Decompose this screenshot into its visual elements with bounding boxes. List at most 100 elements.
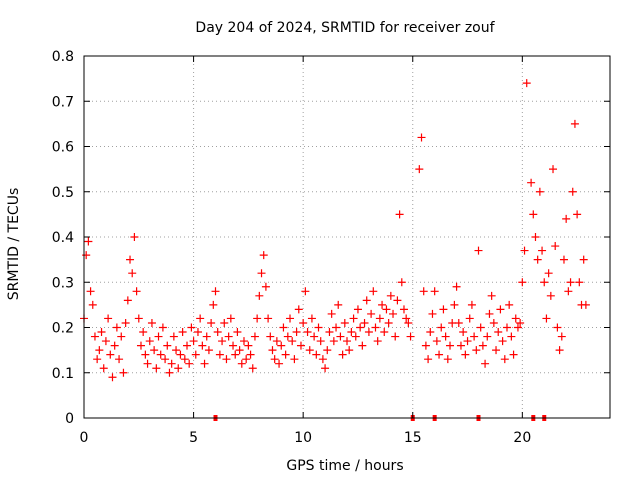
data-point	[237, 359, 246, 368]
y-tick-label: 0.8	[52, 49, 74, 65]
data-point	[391, 332, 400, 341]
grid-lines	[84, 56, 610, 418]
data-point	[511, 314, 520, 323]
data-point	[362, 296, 371, 305]
data-point	[158, 323, 167, 332]
data-point	[509, 350, 518, 359]
x-axis-label: GPS time / hours	[286, 458, 403, 474]
data-point	[275, 359, 284, 368]
data-point	[84, 237, 93, 246]
data-point	[559, 255, 568, 264]
data-point	[110, 341, 119, 350]
data-point	[95, 346, 104, 355]
data-point	[90, 332, 99, 341]
data-point	[546, 291, 555, 300]
y-tick-label: 0.4	[52, 230, 74, 246]
data-point	[185, 359, 194, 368]
data-point	[108, 373, 117, 382]
data-point	[393, 296, 402, 305]
data-point	[492, 346, 501, 355]
data-point	[384, 318, 393, 327]
data-point	[367, 309, 376, 318]
data-point	[220, 318, 229, 327]
data-point	[288, 337, 297, 346]
data-point	[121, 318, 130, 327]
data-point	[358, 341, 367, 350]
data-point	[183, 341, 192, 350]
data-point	[152, 364, 161, 373]
data-point	[97, 328, 106, 337]
data-point	[117, 332, 126, 341]
data-point	[259, 251, 268, 260]
data-point	[233, 328, 242, 337]
y-tick-label: 0.5	[52, 185, 74, 201]
data-point	[424, 355, 433, 364]
data-point	[154, 332, 163, 341]
data-point	[450, 300, 459, 309]
data-point	[463, 337, 472, 346]
data-point	[292, 328, 301, 337]
data-point	[538, 246, 547, 255]
data-point	[187, 323, 196, 332]
data-point	[272, 337, 281, 346]
x-tick-label: 20	[513, 430, 531, 446]
data-point	[435, 350, 444, 359]
data-point	[531, 233, 540, 241]
data-point	[483, 332, 492, 341]
data-point	[279, 323, 288, 332]
y-tick-label: 0.3	[52, 275, 74, 291]
data-point	[452, 282, 461, 291]
data-point	[139, 328, 148, 337]
data-point	[299, 318, 308, 327]
data-point	[369, 287, 378, 296]
data-point	[557, 332, 566, 341]
x-tick-label: 0	[80, 430, 89, 446]
data-point	[316, 337, 325, 346]
axis-ticks	[83, 55, 610, 419]
data-point	[296, 341, 305, 350]
data-point	[334, 300, 343, 309]
data-point	[446, 341, 455, 350]
data-point	[325, 328, 334, 337]
data-point	[106, 350, 115, 359]
data-point	[568, 187, 577, 196]
data-point	[397, 278, 406, 287]
data-point	[224, 332, 233, 341]
data-point	[222, 355, 231, 364]
data-point	[349, 314, 358, 323]
data-point	[402, 314, 411, 323]
data-point	[290, 355, 299, 364]
data-point	[494, 328, 503, 337]
data-point	[520, 246, 529, 255]
data-point	[88, 300, 97, 309]
data-point	[147, 318, 156, 327]
data-point	[544, 269, 553, 278]
data-point	[579, 255, 588, 264]
data-point	[318, 355, 327, 364]
data-point	[474, 246, 483, 255]
data-point	[257, 269, 266, 278]
data-point	[198, 341, 207, 350]
data-point	[277, 341, 286, 350]
data-point	[255, 291, 264, 300]
data-point	[242, 355, 251, 364]
data-point	[522, 79, 531, 88]
data-point	[286, 314, 295, 323]
data-point	[310, 332, 319, 341]
data-point	[266, 332, 275, 341]
data-point	[167, 359, 176, 368]
data-point	[115, 355, 124, 364]
data-point	[169, 332, 178, 341]
data-point	[218, 337, 227, 346]
data-point	[549, 165, 558, 174]
data-point	[529, 210, 538, 219]
data-point	[150, 346, 159, 355]
data-point	[417, 133, 426, 142]
data-point	[566, 278, 575, 287]
data-point	[555, 346, 564, 355]
data-point	[202, 332, 211, 341]
data-point	[389, 309, 398, 318]
data-point	[340, 318, 349, 327]
data-point	[535, 187, 544, 196]
